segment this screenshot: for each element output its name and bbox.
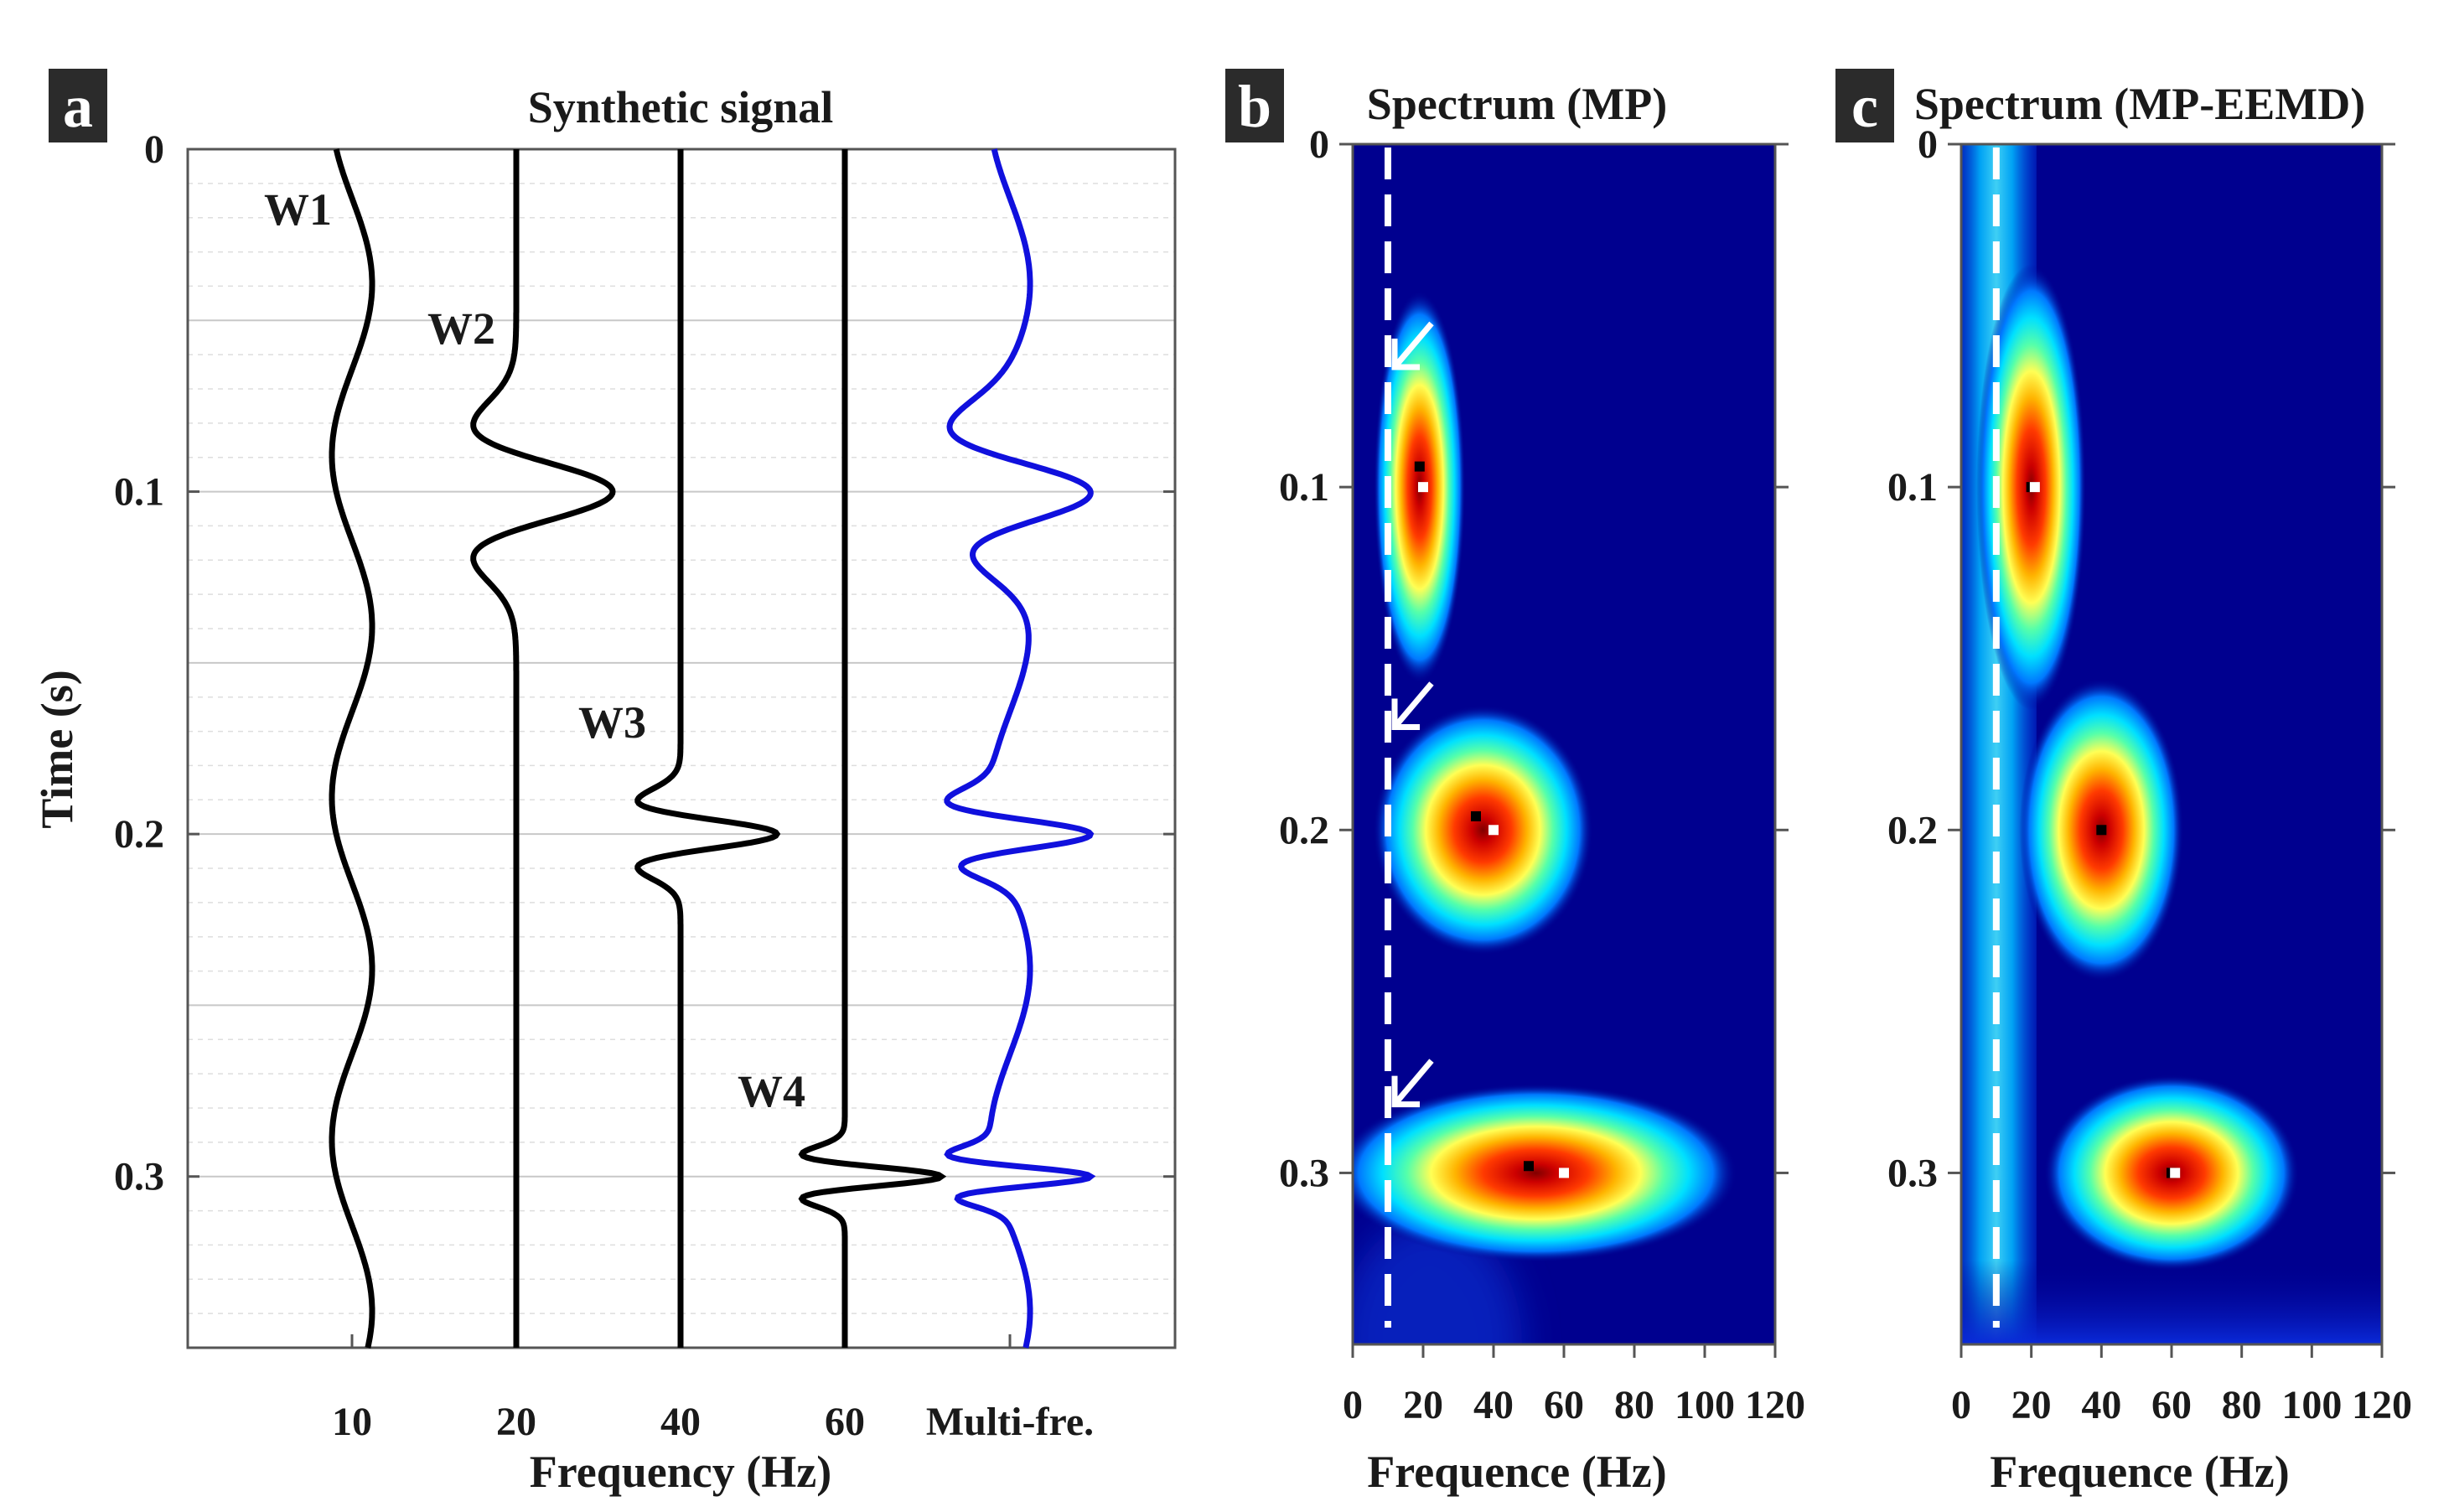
x-tick-label: 80 — [1614, 1383, 1654, 1427]
panel-c-ticks: 0 20 40 60 80 100 120 0 0.1 0.2 0.3 — [1887, 122, 2412, 1427]
x-tick-label: 40 — [660, 1400, 701, 1444]
arrow-head — [1391, 698, 1420, 731]
panel-a-xlabel: Frequency (Hz) — [530, 1447, 831, 1497]
x-tick-label: 20 — [1403, 1383, 1443, 1427]
y-tick-label: 0.3 — [1887, 1151, 1938, 1195]
panel-b: b Spectrum (MP) Frequence (Hz) 0 20 40 60 80… — [1225, 69, 1805, 1497]
panel-c-label: c — [1851, 73, 1878, 140]
x-tick-label: 60 — [2151, 1383, 2192, 1427]
peak-marker — [1418, 482, 1428, 493]
panel-a-label-box — [49, 69, 107, 142]
panel-a-ticks: 0 0.1 0.2 0.3 10 20 40 60 Multi-fre. — [114, 127, 1175, 1444]
x-tick-label: 80 — [2222, 1383, 2262, 1427]
peak-marker — [1414, 461, 1425, 472]
panel-c-heatmap — [1961, 144, 2382, 1344]
panel-b-label: b — [1238, 73, 1271, 140]
trace-w3 — [634, 149, 781, 1348]
peak-marker — [1488, 825, 1499, 836]
x-tick-label: 60 — [825, 1400, 865, 1444]
y-tick-label: 0 — [1309, 122, 1329, 167]
y-tick-label: 0.3 — [114, 1155, 164, 1199]
arrow-head — [1391, 338, 1420, 370]
y-tick-label: 0.1 — [1279, 465, 1329, 510]
wavelet-label: W2 — [427, 303, 495, 354]
panel-c-xlabel: Frequence (Hz) — [1990, 1447, 2289, 1497]
trace-w1 — [329, 148, 375, 1349]
peak-marker — [2096, 825, 2107, 836]
y-tick-label: 0.1 — [114, 470, 164, 515]
panel-b-xlabel: Frequence (Hz) — [1367, 1447, 1666, 1497]
x-tick-label: 20 — [2011, 1383, 2052, 1427]
x-tick-label: 40 — [1473, 1383, 1514, 1427]
panel-c: c Spectrum (MP-EEMD) Frequence (Hz) 0 20 4… — [1835, 69, 2412, 1497]
x-tick-label: 40 — [2081, 1383, 2121, 1427]
panel-a: a Synthetic signal Time (s) Frequency (H… — [32, 69, 1177, 1497]
arrow-head — [1391, 1075, 1420, 1108]
panel-b-heatmap — [1353, 144, 1775, 1344]
energy-blob — [1373, 705, 1593, 955]
panel-c-title: Spectrum (MP-EEMD) — [1914, 79, 2365, 129]
trace-w2 — [470, 149, 616, 1348]
x-tick-label: 0 — [1343, 1383, 1363, 1427]
trace-multi-fre — [944, 148, 1096, 1349]
peak-marker — [1524, 1161, 1534, 1172]
panel-c-label-box — [1835, 69, 1894, 142]
wavelet-label: W1 — [264, 184, 332, 235]
x-tick-label: 100 — [2281, 1383, 2342, 1427]
arrow — [1392, 681, 1434, 729]
panel-b-label-box — [1225, 69, 1284, 142]
peak-marker — [2170, 1168, 2181, 1178]
y-tick-label: 0.3 — [1279, 1151, 1329, 1195]
peak-marker — [1471, 810, 1481, 821]
panel-a-traces: W1 W2 W3 W4 — [264, 148, 1096, 1349]
y-tick-label: 0.2 — [1887, 808, 1938, 852]
y-tick-label: 0.1 — [1887, 465, 1938, 510]
y-tick-label: 0 — [144, 127, 164, 172]
x-tick-label: 10 — [332, 1400, 372, 1444]
panel-a-title: Synthetic signal — [528, 82, 834, 132]
y-tick-label: 0.2 — [114, 812, 164, 857]
x-tick-label: 0 — [1951, 1383, 1971, 1427]
bottom-glow — [1961, 1261, 2382, 1344]
y-tick-label: 0 — [1918, 122, 1938, 167]
trace-w4 — [798, 149, 947, 1348]
y-tick-label: 0.2 — [1279, 808, 1329, 852]
x-tick-label: Multi-fre. — [926, 1400, 1094, 1444]
panel-a-ylabel: Time (s) — [32, 670, 82, 828]
heatmap-layer — [1961, 144, 2382, 1344]
panel-a-label: a — [63, 73, 93, 140]
wavelet-label: W3 — [578, 697, 646, 748]
arrow — [1392, 1059, 1434, 1106]
energy-blob — [1353, 1084, 1737, 1262]
panel-b-title: Spectrum (MP) — [1367, 79, 1667, 129]
peak-marker — [2029, 482, 2040, 493]
arrow — [1392, 321, 1434, 370]
peak-marker — [1559, 1168, 1569, 1178]
x-tick-label: 60 — [1544, 1383, 1584, 1427]
heatmap-layer — [1353, 144, 1775, 1344]
x-tick-label: 20 — [496, 1400, 536, 1444]
panel-b-ticks: 0 20 40 60 80 100 120 0 0.1 0.2 0.3 — [1279, 122, 1805, 1427]
wavelet-label: W4 — [738, 1066, 805, 1116]
x-tick-label: 120 — [1745, 1383, 1805, 1427]
x-tick-label: 120 — [2352, 1383, 2412, 1427]
x-tick-label: 100 — [1675, 1383, 1735, 1427]
